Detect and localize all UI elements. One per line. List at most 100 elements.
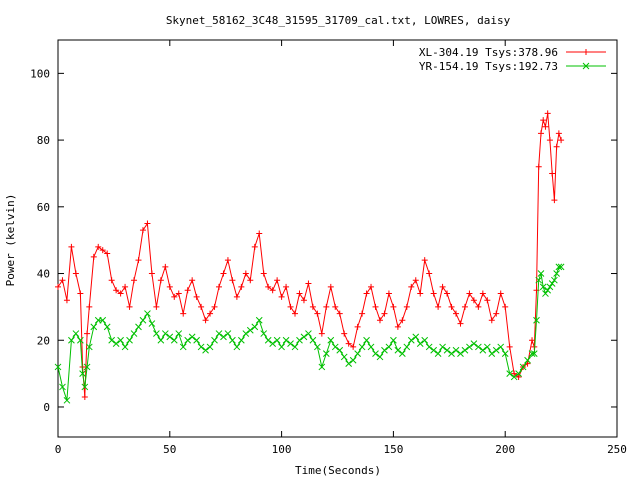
data-point bbox=[193, 293, 200, 300]
data-point bbox=[506, 370, 514, 377]
data-point bbox=[144, 220, 151, 227]
data-point bbox=[461, 303, 468, 310]
data-point bbox=[175, 330, 183, 337]
data-point bbox=[99, 247, 106, 254]
data-point bbox=[322, 350, 330, 357]
data-point bbox=[264, 336, 272, 344]
data-point bbox=[506, 343, 513, 350]
data-point bbox=[255, 316, 263, 324]
data-point bbox=[524, 356, 531, 364]
data-point bbox=[157, 277, 164, 284]
data-point bbox=[435, 303, 442, 310]
data-point bbox=[278, 293, 285, 300]
data-point bbox=[117, 336, 124, 344]
data-point bbox=[372, 303, 379, 310]
data-point bbox=[211, 303, 218, 310]
data-point bbox=[77, 336, 84, 344]
data-point bbox=[403, 303, 410, 310]
data-point bbox=[493, 310, 500, 317]
data-point bbox=[237, 336, 245, 344]
data-point bbox=[112, 340, 120, 347]
data-point bbox=[439, 343, 446, 351]
data-point bbox=[162, 263, 169, 270]
data-point bbox=[372, 350, 379, 357]
data-point bbox=[381, 346, 388, 354]
data-point bbox=[314, 310, 321, 317]
data-point bbox=[510, 373, 518, 381]
data-point bbox=[265, 283, 272, 290]
data-point bbox=[139, 227, 146, 234]
data-point bbox=[207, 310, 214, 317]
data-point bbox=[515, 373, 522, 380]
data-point bbox=[90, 253, 97, 260]
x-tick-label: 100 bbox=[272, 443, 292, 456]
data-point bbox=[242, 330, 250, 337]
data-point bbox=[224, 257, 231, 264]
data-point bbox=[233, 343, 241, 351]
data-point bbox=[452, 346, 460, 354]
data-point bbox=[551, 276, 558, 284]
data-point bbox=[104, 250, 111, 257]
data-point bbox=[260, 270, 267, 277]
data-point bbox=[251, 323, 259, 331]
data-point bbox=[81, 393, 88, 400]
data-point bbox=[215, 283, 222, 290]
y-tick-label: 20 bbox=[37, 334, 50, 347]
data-point bbox=[470, 340, 478, 347]
data-point bbox=[367, 343, 375, 351]
data-point bbox=[305, 330, 312, 337]
data-point bbox=[63, 396, 71, 404]
data-point bbox=[394, 346, 402, 354]
series-line bbox=[57, 113, 562, 398]
data-point bbox=[331, 343, 339, 351]
data-point bbox=[345, 360, 353, 367]
plot-frame bbox=[57, 39, 618, 438]
data-point bbox=[542, 123, 549, 130]
data-point bbox=[390, 336, 397, 344]
x-tick-label: 50 bbox=[163, 443, 176, 456]
data-point bbox=[327, 336, 335, 344]
data-point bbox=[492, 346, 500, 354]
data-point bbox=[135, 257, 142, 264]
data-point bbox=[443, 346, 451, 354]
data-point bbox=[488, 350, 496, 357]
data-point bbox=[113, 287, 120, 294]
data-point bbox=[273, 336, 281, 344]
data-point bbox=[502, 303, 509, 310]
data-point bbox=[546, 137, 553, 144]
data-point bbox=[341, 330, 348, 337]
data-point bbox=[83, 363, 91, 371]
x-tick-label: 150 bbox=[383, 443, 403, 456]
data-point bbox=[466, 343, 473, 351]
data-point bbox=[144, 310, 151, 317]
data-point bbox=[300, 297, 307, 304]
data-point bbox=[175, 290, 182, 297]
data-point bbox=[148, 270, 155, 277]
x-axis-label: Time(Seconds) bbox=[295, 464, 381, 477]
data-point bbox=[296, 336, 303, 344]
data-point bbox=[198, 303, 205, 310]
data-point bbox=[55, 283, 61, 290]
data-point bbox=[484, 297, 491, 304]
data-point bbox=[157, 336, 165, 344]
data-point bbox=[425, 343, 433, 351]
data-point bbox=[542, 290, 549, 297]
data-point bbox=[103, 323, 111, 331]
data-point bbox=[309, 336, 317, 344]
data-point bbox=[394, 323, 401, 330]
data-point bbox=[202, 346, 209, 354]
y-tick-label: 0 bbox=[43, 401, 50, 414]
data-point bbox=[548, 280, 556, 287]
data-point bbox=[121, 343, 129, 351]
data-point bbox=[340, 353, 348, 361]
data-point bbox=[153, 330, 160, 337]
data-point bbox=[63, 297, 70, 304]
data-point bbox=[421, 257, 428, 264]
data-point bbox=[54, 363, 62, 371]
data-point bbox=[68, 336, 75, 344]
data-point bbox=[68, 243, 75, 250]
data-point bbox=[85, 343, 93, 351]
data-point bbox=[246, 326, 254, 334]
data-point bbox=[488, 317, 495, 324]
